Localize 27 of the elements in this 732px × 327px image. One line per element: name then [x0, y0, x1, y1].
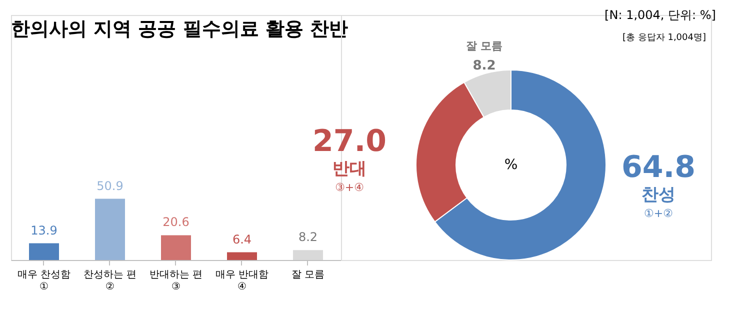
data-label: 6.4: [232, 232, 252, 246]
text: ③+④: [335, 180, 364, 194]
data-label: 13.9: [30, 223, 58, 238]
text: %: [504, 157, 518, 173]
data-label: 27.0: [312, 124, 387, 159]
bar: [227, 252, 257, 260]
chart-title: 한의사의 지역 공공 필수의료 활용 찬반: [11, 18, 348, 40]
slice-label: 찬성: [641, 184, 676, 205]
data-label: 20.6: [162, 215, 190, 230]
text: [총 응답자 1,004명]: [622, 33, 706, 43]
slice-label: 반대: [332, 158, 367, 179]
data-label: 8.2: [298, 230, 318, 244]
data-label: 50.9: [96, 178, 124, 193]
x-tick-label: 매우 반대함 ④: [215, 270, 269, 292]
x-tick-label: 잘 모름: [291, 270, 325, 280]
x-tick-label: 반대하는 편 ③: [149, 270, 203, 292]
x-tick-label: 매우 찬성함 ①: [17, 270, 71, 292]
bar: [293, 250, 323, 260]
x-tick-label: 찬성하는 편 ②: [83, 270, 137, 292]
text: [N: 1,004, 단위: %]: [604, 8, 716, 22]
bar: [161, 235, 191, 260]
data-label: 8.2: [472, 58, 496, 74]
data-label: 64.8: [621, 150, 696, 185]
slice-label: 잘 모름: [466, 40, 503, 53]
bar: [29, 243, 59, 260]
text: ①+②: [644, 206, 674, 220]
bar: [95, 198, 125, 260]
